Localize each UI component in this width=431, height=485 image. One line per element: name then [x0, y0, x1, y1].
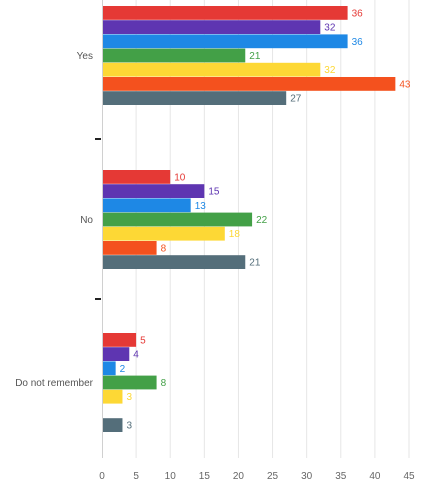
- data-label: 21: [249, 258, 261, 269]
- data-label: 8: [161, 378, 167, 389]
- bar: [103, 361, 116, 376]
- bar: [103, 347, 130, 361]
- bar: [103, 184, 205, 198]
- data-label: 3: [126, 421, 132, 432]
- x-tick-label: 35: [335, 471, 347, 482]
- bar: [103, 62, 321, 77]
- bar: [103, 255, 246, 269]
- x-tick-label: 40: [369, 471, 381, 482]
- category-label: No: [80, 215, 93, 226]
- bar: [103, 226, 225, 241]
- bar: [103, 333, 137, 347]
- category-label: Do not remember: [15, 378, 93, 389]
- data-label: 4: [133, 350, 139, 361]
- x-tick-label: 45: [403, 471, 415, 482]
- data-label: 10: [174, 172, 186, 183]
- x-tick-label: 25: [267, 471, 279, 482]
- data-label: 13: [195, 201, 207, 212]
- bar: [103, 418, 123, 432]
- x-tick-label: 30: [301, 471, 313, 482]
- data-label: 21: [249, 51, 261, 62]
- data-label: 27: [290, 94, 302, 105]
- bars: [103, 6, 396, 432]
- bar: [103, 34, 348, 49]
- bar: [103, 241, 157, 255]
- category-labels: Yes No Do not remember: [15, 51, 93, 389]
- data-label: 2: [120, 364, 126, 375]
- bar: [103, 389, 123, 404]
- data-label: 8: [161, 243, 167, 254]
- data-label: 15: [208, 187, 220, 198]
- data-label: 32: [324, 65, 336, 76]
- data-label: 43: [399, 79, 411, 90]
- data-label: 5: [140, 335, 146, 346]
- bar: [103, 77, 396, 91]
- bar: [103, 48, 246, 63]
- data-label: 3: [126, 392, 132, 403]
- category-label: Yes: [77, 51, 93, 62]
- data-label: 22: [256, 215, 268, 226]
- x-axis-tick-labels: 0 5 10 15 20 25 30 35 40 45: [99, 471, 415, 482]
- bar: [103, 6, 348, 20]
- x-tick-label: 0: [99, 471, 105, 482]
- x-tick-label: 10: [165, 471, 177, 482]
- data-label: 18: [229, 229, 241, 240]
- bar: [103, 212, 253, 227]
- data-label: 32: [324, 23, 336, 34]
- x-tick-label: 5: [133, 471, 139, 482]
- bar: [103, 375, 157, 390]
- y-axis: [95, 0, 103, 458]
- data-label: 36: [352, 8, 364, 19]
- bar: [103, 170, 171, 184]
- x-tick-label: 20: [233, 471, 245, 482]
- data-label: 36: [352, 37, 364, 48]
- bar: [103, 91, 287, 105]
- bar: [103, 198, 191, 213]
- x-tick-label: 15: [199, 471, 211, 482]
- bar: [103, 20, 321, 34]
